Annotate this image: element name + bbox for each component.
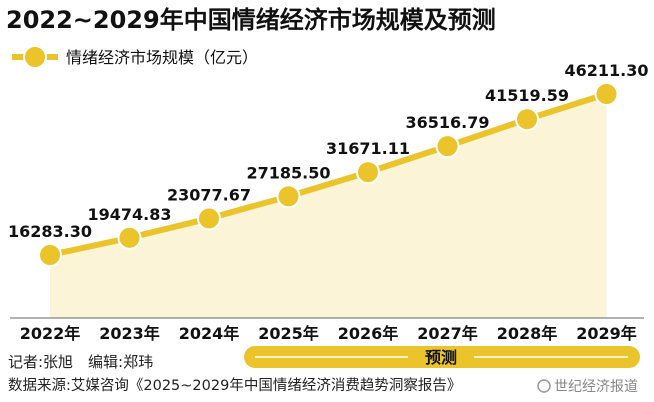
data-point xyxy=(356,160,380,185)
data-label: 46211.30 xyxy=(564,61,648,80)
x-axis: 2022年 2023年 2024年 2025年 2026年 2027年 2028年 2029年 xyxy=(20,324,637,343)
forecast-label: 预测 xyxy=(425,348,457,367)
data-label: 31671.11 xyxy=(326,139,410,158)
data-label: 36516.79 xyxy=(405,113,489,132)
chart-title: 2022~2029年中国情绪经济市场规模及预测 xyxy=(6,6,496,34)
x-tick-label: 2028年 xyxy=(497,324,558,343)
data-point xyxy=(117,225,142,250)
data-point xyxy=(515,107,539,132)
watermark-text: 世纪经济报道 xyxy=(554,379,638,395)
credits: 记者:张旭 编辑:郑玮 xyxy=(8,353,153,371)
x-tick-label: 2023年 xyxy=(99,324,160,343)
data-label: 23077.67 xyxy=(167,185,251,204)
data-point xyxy=(276,184,301,209)
x-tick-label: 2027年 xyxy=(417,324,478,343)
x-tick-label: 2022年 xyxy=(20,324,81,343)
data-point xyxy=(594,82,619,106)
data-label: 41519.59 xyxy=(485,86,569,105)
x-tick-label: 2025年 xyxy=(258,324,319,343)
x-tick-label: 2029年 xyxy=(576,324,637,343)
legend-marker xyxy=(23,45,47,69)
forecast-bar: 预测 xyxy=(244,346,640,368)
data-point xyxy=(435,134,460,159)
data-point xyxy=(38,243,62,267)
data-label: 16283.30 xyxy=(8,222,92,241)
x-tick-label: 2024年 xyxy=(179,324,240,343)
data-label: 19474.83 xyxy=(87,205,171,224)
data-label: 27185.50 xyxy=(246,163,330,182)
forecast-band xyxy=(244,346,640,368)
legend: 情绪经济市场规模（亿元） xyxy=(12,45,258,69)
data-point xyxy=(197,206,221,231)
legend-label: 情绪经济市场规模（亿元） xyxy=(66,48,258,67)
data-source: 数据来源:艾媒咨询《2025~2029年中国情绪经济消费趋势洞察报告》 xyxy=(8,376,461,394)
watermark-logo-icon xyxy=(537,379,551,393)
x-tick-label: 2026年 xyxy=(338,324,399,343)
series-line xyxy=(49,91,608,258)
watermark: 世纪经济报道 xyxy=(537,379,638,395)
area-fill xyxy=(50,94,607,318)
